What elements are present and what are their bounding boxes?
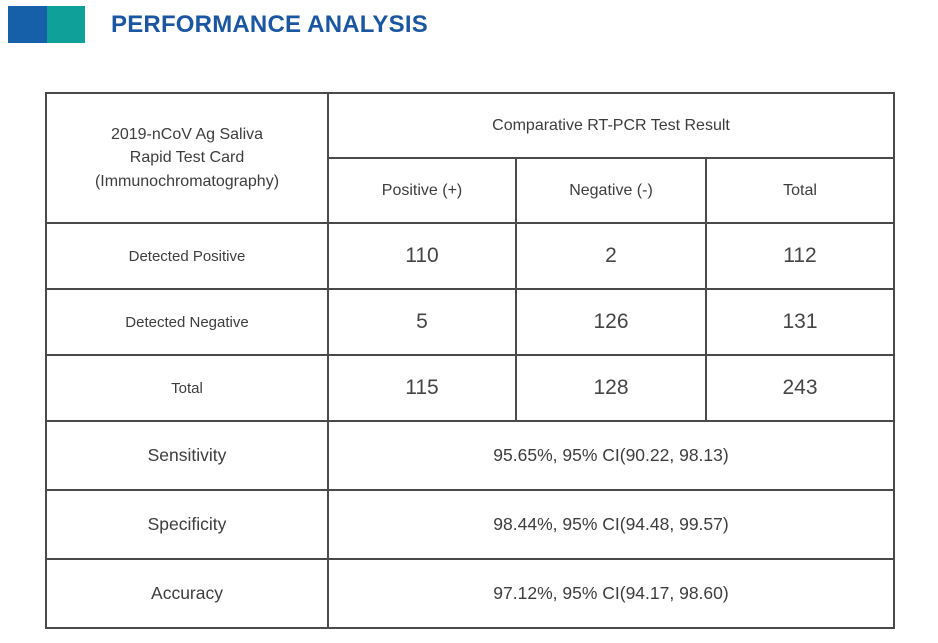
value-detected-positive-positive: 110 (327, 222, 517, 290)
teal-square-icon (46, 6, 85, 43)
table-row-detected-negative: Detected Negative 5 126 131 (45, 288, 895, 356)
table-row-total: Total 115 128 243 (45, 354, 895, 422)
value-total-positive: 115 (327, 354, 517, 422)
value-total-negative: 128 (515, 354, 707, 422)
row-label-specificity: Specificity (45, 489, 329, 560)
row-label-detected-positive: Detected Positive (45, 222, 329, 290)
page-title: PERFORMANCE ANALYSIS (111, 10, 428, 38)
document-header: PERFORMANCE ANALYSIS (8, 6, 428, 43)
test-card-name-cell: 2019-nCoV Ag Saliva Rapid Test Card (Imm… (45, 92, 329, 224)
table-row-specificity: Specificity 98.44%, 95% CI(94.48, 99.57) (45, 489, 895, 560)
value-sensitivity: 95.65%, 95% CI(90.22, 98.13) (327, 420, 895, 491)
value-detected-positive-total: 112 (705, 222, 895, 290)
table-header-row-2: Positive (+) Negative (-) Total (46, 157, 895, 224)
column-header-negative: Negative (-) (515, 157, 707, 224)
value-accuracy: 97.12%, 95% CI(94.17, 98.60) (327, 558, 895, 629)
performance-analysis-table: 2019-nCoV Ag Saliva Rapid Test Card (Imm… (45, 92, 895, 629)
row-label-accuracy: Accuracy (45, 558, 329, 629)
row-label-total: Total (45, 354, 329, 422)
table-row-accuracy: Accuracy 97.12%, 95% CI(94.17, 98.60) (45, 558, 895, 629)
comparative-rtpcr-header-cell: Comparative RT-PCR Test Result (327, 92, 895, 159)
table-row-sensitivity: Sensitivity 95.65%, 95% CI(90.22, 98.13) (45, 420, 895, 491)
table-header-row-1: 2019-nCoV Ag Saliva Rapid Test Card (Imm… (45, 92, 895, 224)
column-header-positive: Positive (+) (327, 157, 517, 224)
value-detected-negative-total: 131 (705, 288, 895, 356)
brand-accent-squares (8, 6, 85, 43)
table-row-detected-positive: Detected Positive 110 2 112 (45, 222, 895, 290)
value-specificity: 98.44%, 95% CI(94.48, 99.57) (327, 489, 895, 560)
value-detected-negative-positive: 5 (327, 288, 517, 356)
column-header-total: Total (705, 157, 895, 224)
value-total-total: 243 (705, 354, 895, 422)
row-label-sensitivity: Sensitivity (45, 420, 329, 491)
value-detected-positive-negative: 2 (515, 222, 707, 290)
row-label-detected-negative: Detected Negative (45, 288, 329, 356)
blue-square-icon (8, 6, 47, 43)
value-detected-negative-negative: 126 (515, 288, 707, 356)
